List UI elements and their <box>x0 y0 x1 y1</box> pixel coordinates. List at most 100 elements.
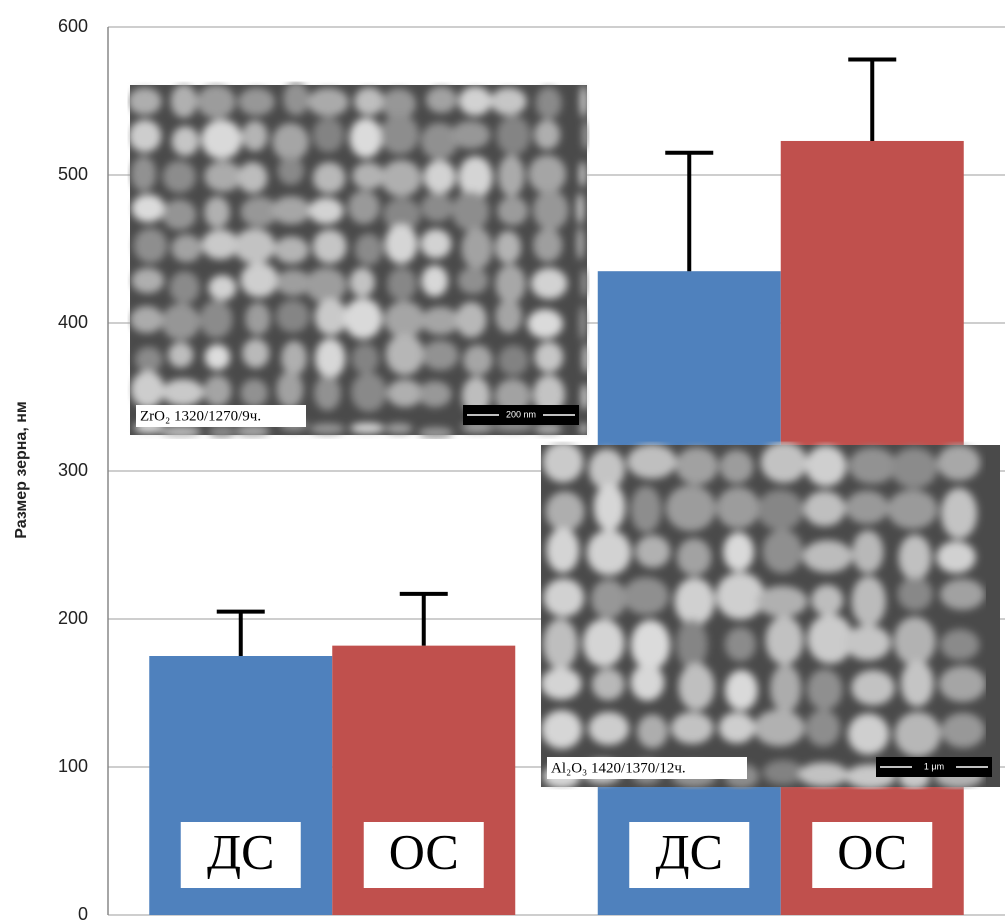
grain <box>757 586 808 617</box>
bar-label: ДС <box>656 823 723 879</box>
grain <box>349 118 382 158</box>
grain <box>418 427 453 438</box>
grain <box>541 668 582 700</box>
grain <box>806 710 840 747</box>
grain <box>898 577 933 611</box>
grain <box>381 160 421 197</box>
grain <box>276 300 310 333</box>
bar-label: ОС <box>389 823 459 879</box>
grain <box>851 576 885 626</box>
grain <box>941 488 977 539</box>
grain <box>309 198 344 225</box>
grain <box>807 669 843 710</box>
grain <box>887 490 937 530</box>
grain <box>716 572 765 619</box>
grain <box>720 450 754 483</box>
grain <box>543 442 584 483</box>
grain <box>716 487 759 529</box>
grain <box>131 268 164 293</box>
grain <box>592 668 625 700</box>
y-axis-label: Размер зерна, нм <box>13 401 30 538</box>
grain <box>674 578 714 625</box>
grain <box>272 123 309 161</box>
grain <box>531 268 567 299</box>
grain <box>387 267 417 301</box>
grain <box>543 619 578 670</box>
grain <box>456 302 487 338</box>
grain <box>314 376 341 411</box>
grain <box>351 373 386 412</box>
grain <box>936 541 975 573</box>
grain <box>313 162 346 194</box>
grain <box>421 193 453 222</box>
grain <box>197 85 235 119</box>
grain <box>496 116 530 155</box>
grain <box>583 120 590 150</box>
bar-label: ДС <box>207 823 274 879</box>
grain <box>130 306 164 333</box>
y-tick-label: 100 <box>58 756 88 776</box>
grain <box>845 491 888 525</box>
grain <box>205 344 230 370</box>
grain <box>894 617 936 666</box>
grain <box>171 84 198 118</box>
grain <box>131 371 165 408</box>
grain <box>527 309 563 338</box>
grain <box>635 535 670 568</box>
inset-image: ZrO₂ 1320/1270/9ч.200 nm <box>128 82 590 439</box>
grain <box>901 660 934 706</box>
grain <box>421 307 459 335</box>
grain <box>204 196 230 228</box>
grain <box>799 762 848 786</box>
grain <box>421 265 448 296</box>
grain <box>666 485 716 531</box>
grain <box>491 88 527 115</box>
grain <box>386 334 424 375</box>
grain <box>725 627 756 661</box>
grain <box>348 190 380 224</box>
grain <box>162 379 204 406</box>
grain <box>671 712 714 744</box>
grain <box>422 340 459 370</box>
y-tick-label: 600 <box>58 16 88 36</box>
grain <box>129 120 162 153</box>
grain <box>313 229 347 263</box>
grain <box>278 157 304 185</box>
grain <box>495 264 525 303</box>
grain <box>458 267 489 294</box>
grain <box>387 379 423 407</box>
grain <box>577 227 584 260</box>
grain <box>276 371 303 408</box>
grain <box>895 712 941 757</box>
grain <box>940 579 985 610</box>
grain <box>495 231 521 264</box>
grain <box>497 196 528 225</box>
grain <box>849 447 897 484</box>
error-bar <box>848 60 896 141</box>
grain <box>134 228 168 263</box>
grain <box>420 229 451 258</box>
grain <box>355 234 383 266</box>
grain <box>131 194 165 222</box>
grain <box>580 423 587 434</box>
grain <box>677 538 712 575</box>
inset-image: Al₂O₃ 1420/1370/12ч.1 μm <box>541 442 1000 790</box>
grain <box>245 302 270 335</box>
grain <box>757 490 803 531</box>
grain <box>898 535 931 581</box>
grain <box>591 579 626 618</box>
grain <box>238 162 268 193</box>
grain <box>242 339 269 368</box>
grain <box>352 343 379 374</box>
grain <box>676 619 707 669</box>
grain <box>678 663 714 710</box>
grain <box>344 298 383 339</box>
grain <box>350 423 385 434</box>
grain <box>536 87 562 119</box>
grain <box>754 710 804 746</box>
grain <box>242 121 268 152</box>
grain <box>811 585 843 616</box>
grain <box>315 298 347 335</box>
grain <box>770 664 801 712</box>
grain <box>204 161 242 192</box>
